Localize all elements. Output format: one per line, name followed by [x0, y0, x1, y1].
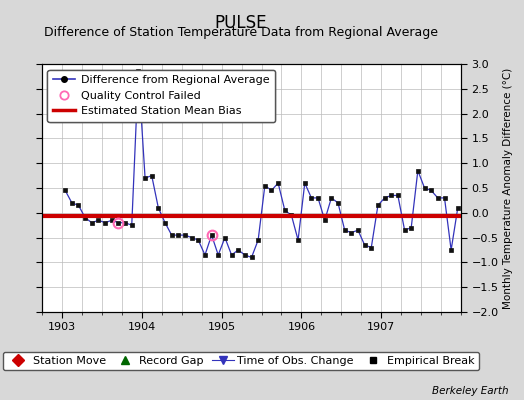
Text: Berkeley Earth: Berkeley Earth [432, 386, 508, 396]
Legend: Difference from Regional Average, Quality Control Failed, Estimated Station Mean: Difference from Regional Average, Qualit… [48, 70, 275, 122]
Text: PULSE: PULSE [215, 14, 267, 32]
Y-axis label: Monthly Temperature Anomaly Difference (°C): Monthly Temperature Anomaly Difference (… [503, 67, 513, 309]
Text: Difference of Station Temperature Data from Regional Average: Difference of Station Temperature Data f… [44, 26, 438, 39]
Legend: Station Move, Record Gap, Time of Obs. Change, Empirical Break: Station Move, Record Gap, Time of Obs. C… [3, 352, 479, 370]
